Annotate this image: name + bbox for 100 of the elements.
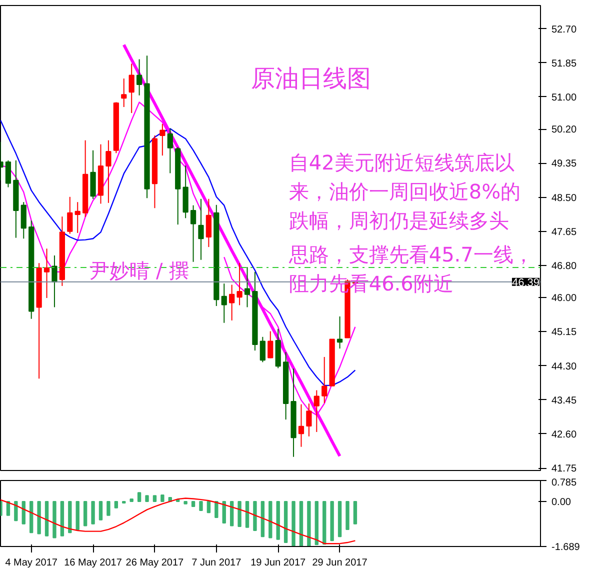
candlestick — [314, 390, 320, 432]
y-tick-label: 51.00 — [552, 92, 577, 104]
y-tick-label: 46.00 — [552, 293, 577, 304]
candlestick — [221, 283, 227, 324]
bar — [160, 494, 164, 502]
y-tick-label: 47.65 — [552, 226, 577, 238]
bar — [83, 500, 88, 526]
ref-line-label: 46.39 — [512, 276, 540, 289]
annotation: 自42美元附近短线筑底以 — [288, 150, 514, 175]
candlestick — [198, 198, 204, 260]
candlestick — [52, 254, 58, 308]
bar — [68, 500, 72, 534]
line-series — [0, 498, 356, 544]
bar — [114, 500, 118, 508]
candlestick — [106, 140, 112, 204]
bar — [314, 500, 318, 546]
y-tick-label: 43.45 — [552, 395, 577, 406]
bar — [52, 500, 56, 538]
bar — [346, 500, 350, 530]
y-tick-label: 41.75 — [552, 464, 577, 475]
bar — [245, 500, 250, 528]
bar — [106, 500, 110, 516]
candlestick — [190, 204, 196, 262]
annotation: 来，油价一周回收近8%的 — [288, 180, 521, 204]
bar — [338, 500, 342, 538]
y-tick-label: 52.70 — [552, 24, 577, 36]
bar — [199, 500, 203, 512]
y-tick-label: 50.20 — [552, 124, 577, 136]
y-tick-label: 44.30 — [552, 361, 577, 372]
bar — [230, 500, 234, 526]
bar — [22, 500, 26, 524]
y-tick-label: 45.15 — [552, 327, 577, 338]
bar — [44, 500, 49, 536]
bar — [184, 500, 188, 504]
bar — [260, 500, 265, 538]
annotation: 思路，支撑先看45.7一线， — [288, 242, 534, 266]
candlestick — [167, 128, 173, 174]
bar — [206, 500, 211, 514]
bar — [330, 500, 334, 542]
bar — [353, 500, 358, 524]
bar — [214, 500, 218, 518]
bar — [91, 500, 95, 524]
bar — [276, 500, 280, 540]
candlestick — [5, 160, 12, 188]
candlestick — [67, 196, 73, 234]
candlestick — [20, 202, 26, 240]
bar — [292, 500, 296, 546]
candlestick — [90, 150, 96, 200]
candlestick — [206, 198, 212, 248]
bar — [191, 500, 196, 508]
x-tick-label: 7 Jun 2017 — [192, 558, 242, 568]
y-tick-label: -1.689 — [552, 542, 580, 553]
candlestick — [128, 63, 134, 114]
candlestick — [136, 58, 142, 96]
bar — [268, 500, 272, 538]
y-tick-label: 0.00 — [552, 496, 572, 508]
x-tick-label: 19 Jun 2017 — [250, 558, 306, 568]
y-tick-label: 48.50 — [552, 192, 577, 204]
x-tick-label: 16 May 2017 — [64, 558, 122, 568]
candlestick — [229, 284, 235, 321]
bar — [222, 500, 226, 524]
y-tick-label: 51.85 — [552, 58, 577, 70]
candlestick — [260, 336, 266, 363]
y-tick-label: 46.80 — [552, 260, 577, 272]
candlestick — [121, 78, 127, 108]
x-tick-label: 26 May 2017 — [126, 558, 184, 568]
annotation: 尹妙晴 / 撰 — [90, 258, 190, 283]
bar — [60, 500, 64, 536]
bar — [130, 498, 134, 502]
bar — [284, 500, 288, 544]
bar — [299, 500, 304, 546]
candlestick — [268, 330, 274, 359]
y-tick-label: 0.785 — [552, 478, 577, 488]
bar — [14, 500, 18, 522]
x-tick-label: 29 Jun 2017 — [312, 558, 368, 568]
annotation: 跌幅，周初仍是延续多头 — [288, 208, 509, 232]
bar — [238, 500, 242, 528]
candlestick — [44, 248, 50, 298]
candlestick — [336, 316, 343, 350]
bar — [98, 500, 103, 520]
bar — [76, 500, 80, 530]
bar — [137, 492, 142, 502]
bar — [152, 495, 157, 502]
candlestick — [322, 356, 328, 404]
y-tick-label: 49.35 — [552, 158, 577, 170]
candlestick — [236, 262, 242, 306]
bar — [145, 495, 149, 502]
text: 原油日线图 — [251, 64, 371, 93]
candlestick — [306, 403, 312, 437]
candlestick — [244, 266, 250, 308]
bar — [37, 500, 41, 534]
bar — [322, 500, 326, 545]
candlestick — [298, 404, 304, 448]
y-tick-label: 42.60 — [552, 429, 577, 440]
bar — [307, 500, 311, 546]
candlestick — [160, 123, 166, 156]
bar — [253, 500, 257, 532]
x-tick-label: 4 May 2017 — [5, 558, 58, 568]
bar — [29, 500, 34, 534]
candlestick — [74, 202, 80, 234]
